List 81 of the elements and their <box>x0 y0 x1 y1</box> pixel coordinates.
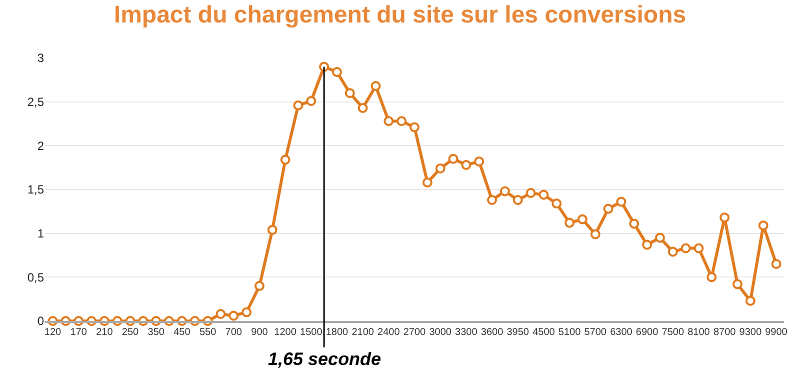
point <box>706 272 717 282</box>
point <box>396 116 407 126</box>
y-tick-label: 2,5 <box>27 95 44 110</box>
point <box>771 259 782 270</box>
point <box>642 240 652 250</box>
point <box>461 160 472 170</box>
point <box>680 243 691 254</box>
x-tick-label: 4500 <box>532 327 556 338</box>
point <box>435 163 446 174</box>
point <box>487 195 498 206</box>
x-tick-label: 120 <box>44 327 62 338</box>
point <box>745 296 756 306</box>
x-tick-label: 3600 <box>480 327 504 338</box>
x-tick-label: 6300 <box>610 327 633 338</box>
x-tick-label: 2400 <box>378 327 400 338</box>
point <box>564 218 575 228</box>
x-tick-label: 1500 <box>300 327 323 338</box>
x-tick-label: 550 <box>199 327 217 338</box>
x-tick-label: 8700 <box>713 327 736 338</box>
x-tick-label: 3950 <box>506 327 530 338</box>
y-tick-label: 3 <box>37 51 44 66</box>
point <box>410 122 420 132</box>
x-tick-label: 8100 <box>688 327 710 338</box>
point <box>526 188 536 198</box>
y-tick-label: 1 <box>37 226 44 241</box>
x-tick-label: 5700 <box>584 327 607 338</box>
x-tick-label: 6900 <box>636 327 659 338</box>
point <box>254 280 264 291</box>
x-tick-label: 5100 <box>558 327 582 338</box>
point <box>603 204 614 214</box>
x-tick-label: 1800 <box>326 327 349 338</box>
point <box>242 307 252 318</box>
point <box>654 232 665 243</box>
point <box>384 116 394 126</box>
point <box>216 308 226 319</box>
x-tick-label: 350 <box>148 327 165 338</box>
point <box>732 279 742 290</box>
x-tick-label: 3000 <box>429 327 452 338</box>
point <box>668 246 678 257</box>
point <box>332 67 342 78</box>
point <box>758 220 768 230</box>
x-tick-label: 3300 <box>455 327 478 338</box>
x-tick-label: 9900 <box>765 327 788 338</box>
x-tick-label: 9300 <box>739 327 762 338</box>
point <box>370 81 381 92</box>
point <box>694 243 704 254</box>
point <box>228 310 239 321</box>
point <box>422 177 432 188</box>
annotation: 1,65 seconde <box>268 349 382 369</box>
x-tick-label: 900 <box>251 327 268 338</box>
y-tick-label: 1,5 <box>27 182 44 197</box>
point <box>358 102 368 113</box>
point <box>448 154 458 164</box>
x-tick-label: 2100 <box>352 327 374 338</box>
point <box>267 224 278 235</box>
x-tick-label: 450 <box>174 327 191 338</box>
point <box>590 229 600 240</box>
x-tick-label: 2700 <box>403 327 426 338</box>
point <box>280 154 290 165</box>
x-tick-label: 250 <box>122 327 140 338</box>
y-tick-label: 0,5 <box>27 270 44 284</box>
x-tick-label: 210 <box>96 327 114 338</box>
y-tick-label: 2 <box>37 138 44 153</box>
point <box>293 100 304 110</box>
point <box>306 96 316 106</box>
y-tick-label: 0 <box>37 314 44 328</box>
point <box>538 190 549 200</box>
point <box>720 212 730 223</box>
x-tick-label: 170 <box>70 327 88 338</box>
point <box>344 88 355 98</box>
point <box>552 198 562 209</box>
point <box>500 186 510 196</box>
chart-title: Impact du chargement du site sur les conversions <box>114 2 686 29</box>
point <box>474 156 484 166</box>
x-tick-label: 7500 <box>662 327 684 338</box>
point <box>512 195 523 206</box>
x-tick-label: 1200 <box>274 327 297 338</box>
x-tick-label: 700 <box>225 327 242 338</box>
point <box>577 214 588 224</box>
point <box>629 218 640 229</box>
point <box>616 196 626 207</box>
